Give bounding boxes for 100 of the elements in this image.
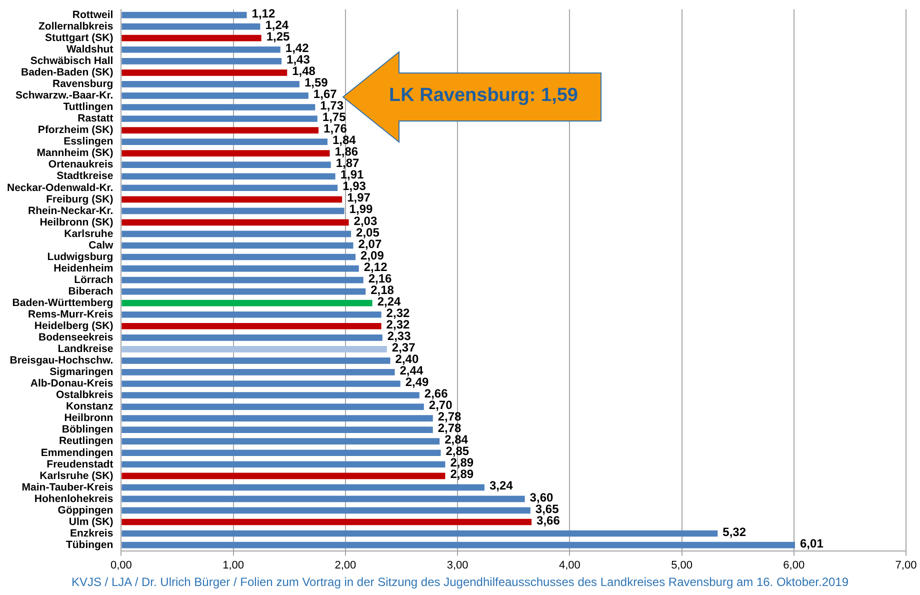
bar [122, 184, 338, 192]
y-tick-label: Heidelberg (SK) [34, 320, 114, 332]
y-tick-label: Neckar-Odenwald-Kr. [6, 182, 114, 194]
bar [122, 484, 484, 491]
data-label: 3,24 [489, 478, 514, 493]
data-label: 2,84 [444, 432, 468, 447]
bar [122, 404, 424, 410]
text: KVJS / LJA / Dr. Ulrich Bürger / Folien zum Vortrag in der Sitzung des Jugendhilfeausschusses des Landkreises Ravensburg am 16. Oktober.2019 [70, 575, 850, 589]
data-label: 2,49 [405, 375, 430, 390]
x-tick-label: 7,00 [895, 559, 917, 572]
bar [122, 346, 387, 352]
data-label: 3,60 [530, 490, 554, 504]
bar [122, 173, 336, 180]
data-label: 2,70 [428, 398, 453, 412]
bar [122, 369, 395, 376]
data-label: 2,78 [438, 410, 462, 424]
bar [122, 127, 319, 134]
y-tick-label: Ortenaukreis [48, 158, 114, 171]
y-tick-label: Rhein-Neckar-Kr. [28, 204, 114, 217]
bar [122, 518, 532, 526]
bar [122, 392, 420, 398]
bar [122, 358, 390, 364]
x-tick-label: 0,00 [110, 559, 132, 572]
data-label: 1,99 [349, 202, 373, 216]
bar [122, 208, 344, 214]
data-label: 1,73 [320, 98, 344, 113]
data-label: 1,93 [342, 179, 366, 194]
y-tick-label: Reutlingen [58, 435, 114, 448]
bar [122, 254, 356, 260]
y-tick-label: Tuttlingen [63, 101, 114, 114]
y-tick-label: Rottweil [72, 8, 114, 21]
bar [122, 81, 300, 88]
x-tick-label: 2,00 [334, 559, 356, 572]
data-label: 2,44 [400, 364, 424, 378]
bar [122, 542, 796, 548]
bar [122, 58, 282, 64]
data-label: 2,16 [368, 271, 392, 286]
data-label: 2,18 [370, 282, 394, 297]
data-label: 2,40 [395, 352, 419, 366]
bar [122, 23, 260, 30]
bar [122, 450, 441, 456]
y-tick-label: Ostalbkreis [56, 389, 114, 402]
data-label: 6,01 [800, 536, 824, 550]
data-label: 1,25 [266, 29, 290, 44]
data-label: 1,42 [285, 40, 310, 55]
bar [122, 104, 316, 110]
y-tick-label: Karlsruhe (SK) [40, 470, 114, 482]
bar [122, 334, 382, 341]
y-tick-label: Bodenseekreis [38, 332, 114, 344]
data-label: 1,12 [252, 6, 276, 20]
y-tick-label: Breisgau-Hochschw. [10, 354, 114, 367]
bar [122, 530, 718, 537]
data-label: 1,76 [324, 122, 348, 136]
y-tick-label: Stuttgart (SK) [44, 32, 114, 44]
bar [122, 507, 530, 514]
y-tick-label: Ludwigsburg [47, 250, 114, 263]
bar [122, 70, 288, 76]
data-label: 5,32 [722, 524, 746, 539]
y-tick-label: Konstanz [66, 400, 114, 413]
y-tick-label: Esslingen [64, 136, 114, 148]
y-tick-label: Tübingen [66, 538, 114, 551]
y-tick-label: Zollernalbkreis [38, 20, 114, 32]
y-tick-label: Sigmaringen [50, 366, 114, 378]
data-label: 2,66 [424, 386, 448, 401]
bar [122, 150, 330, 156]
data-label: 2,89 [450, 467, 474, 482]
y-tick-label: Heilbronn [64, 412, 114, 424]
bar [122, 300, 372, 306]
y-tick-label: Emmendingen [40, 446, 114, 459]
data-label: 1,67 [313, 87, 338, 102]
y-tick-label: Ravensburg [52, 78, 114, 90]
bar [122, 92, 308, 99]
y-tick-label: Freiburg (SK) [46, 193, 114, 206]
y-tick-label: Rastatt [78, 112, 114, 125]
data-label: 3,65 [535, 502, 560, 516]
y-tick-label: Baden-Baden (SK) [21, 66, 114, 79]
bar [122, 461, 446, 468]
bar [122, 219, 349, 226]
y-tick-label: Stadtkreise [56, 170, 114, 182]
bar [122, 438, 440, 445]
data-label: 2,78 [438, 421, 462, 436]
y-tick-label: Göppingen [58, 504, 114, 516]
bar [122, 426, 433, 433]
y-tick-label: Heilbronn (SK) [40, 216, 114, 228]
bar [122, 276, 364, 284]
y-tick-label: Waldshut [66, 44, 114, 56]
y-tick-label: Enzkreis [70, 527, 114, 540]
x-tick-label: 3,00 [446, 559, 468, 572]
bar [122, 415, 433, 422]
y-tick-label: Ulm (SK) [68, 516, 114, 528]
data-label: 2,85 [446, 444, 470, 458]
bar [122, 230, 352, 238]
y-tick-label: Rems-Murr-Kreis [28, 308, 114, 321]
bar [122, 34, 262, 42]
data-label: 2,32 [386, 306, 410, 320]
y-tick-label: Freudenstadt [46, 458, 114, 470]
data-label: 2,03 [354, 214, 378, 228]
bar [122, 196, 342, 203]
data-label: 1,97 [347, 190, 371, 205]
y-tick-label: Landkreise [58, 343, 114, 356]
